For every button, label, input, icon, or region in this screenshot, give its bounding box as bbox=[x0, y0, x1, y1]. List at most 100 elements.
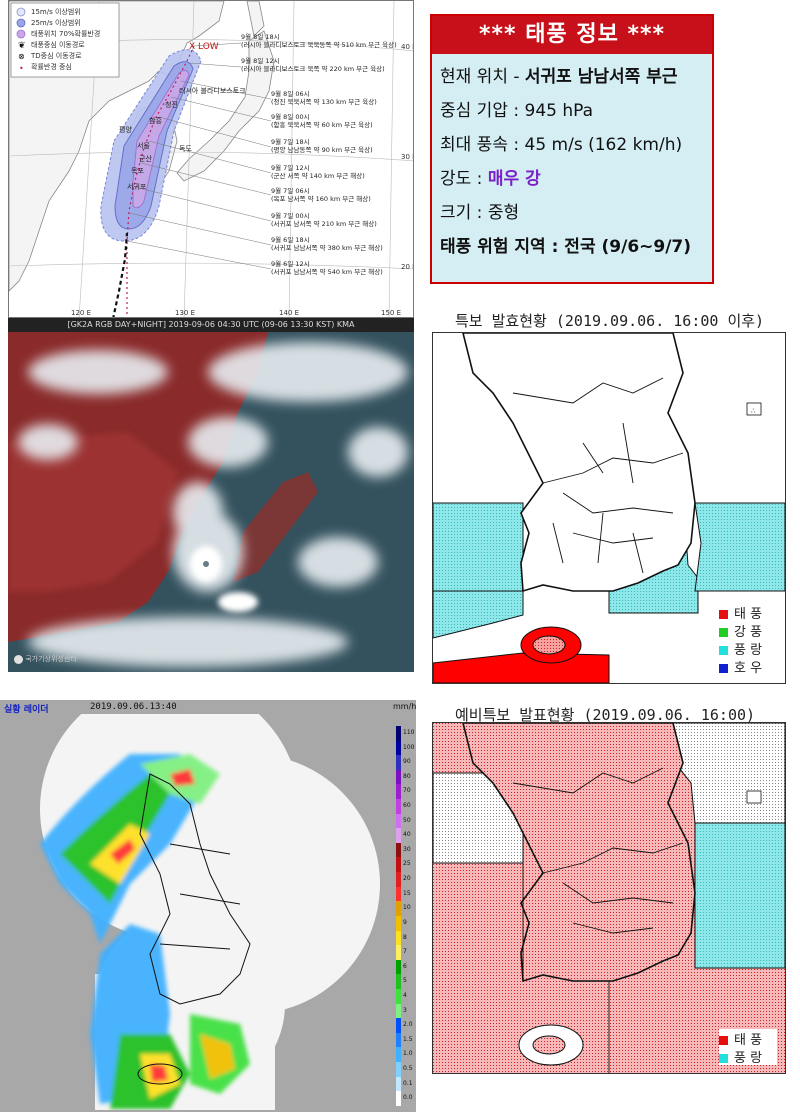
city-label-cheongjin: 청진 bbox=[165, 100, 178, 109]
svg-text:9월 7일 18시: 9월 7일 18시 bbox=[271, 137, 310, 146]
radar-scale-row: 1.5 bbox=[396, 1032, 416, 1048]
radar-scale-label: 2.0 bbox=[403, 1021, 413, 1029]
legend-prob-center: 확률반경 중심 bbox=[31, 62, 72, 71]
radar-svg bbox=[40, 714, 380, 1110]
radar-scale-swatch bbox=[396, 915, 401, 931]
radar-scale-row: 25 bbox=[396, 857, 416, 873]
radar-scale-label: 8 bbox=[403, 933, 407, 941]
radar-scale-label: 5 bbox=[403, 977, 407, 985]
radar-scale-swatch bbox=[396, 813, 401, 829]
warning-legend-strong-wind: 강 풍 bbox=[719, 621, 777, 640]
pre-warning-legend: 태 풍 풍 랑 bbox=[719, 1029, 777, 1066]
radar-scale-swatch bbox=[396, 886, 401, 902]
track-point-9-label: 9월 6일 12시 bbox=[271, 259, 310, 268]
radar-scale-label: 50 bbox=[403, 816, 411, 824]
svg-text:9월 8일 06시: 9월 8일 06시 bbox=[271, 89, 310, 98]
warning-map: ∴ 태 풍 강 풍 풍 랑 호 우 bbox=[432, 332, 786, 684]
radar-scale-row: 60 bbox=[396, 799, 416, 814]
radar-scale-swatch bbox=[396, 842, 401, 858]
radar-scale-swatch bbox=[396, 1076, 401, 1092]
radar-scale-swatch bbox=[396, 1018, 401, 1033]
radar-scale-row: 70 bbox=[396, 784, 416, 800]
radar-scale-swatch bbox=[396, 1047, 401, 1063]
radar-scale-label: 6 bbox=[403, 962, 407, 970]
track-point-3-label: 9월 8일 00시 bbox=[271, 112, 310, 121]
radar-scale-row: 30 bbox=[396, 842, 416, 858]
svg-text:(함흥 북북서쪽 약 60 km 부근 육상): (함흥 북북서쪽 약 60 km 부근 육상) bbox=[271, 120, 373, 129]
radar-color-scale: 110 100 90 80 70 60 50 40 30 25 20 15 10 9 8 7 6 5 4 3 2.0 1.… bbox=[396, 726, 416, 1106]
radar-scale-label: 100 bbox=[403, 743, 415, 751]
track-point-4-desc: (평양 남남동쪽 약 90 km 부근 육상) bbox=[271, 145, 373, 154]
track-point-6-label: 9월 7일 06시 bbox=[271, 186, 310, 195]
radar-scale-label: 110 bbox=[403, 729, 415, 736]
radar-scale-row: 9 bbox=[396, 915, 416, 931]
svg-text:9월 8일 00시: 9월 8일 00시 bbox=[271, 112, 310, 121]
warning-legend-typhoon: 태 풍 bbox=[719, 603, 777, 622]
radar-scale-row: 50 bbox=[396, 813, 416, 829]
radar-scale-row: 0.0 bbox=[396, 1091, 416, 1106]
radar-scale-row: 0.1 bbox=[396, 1076, 416, 1092]
radar-scale-label: 70 bbox=[403, 787, 411, 795]
radar-scale-swatch bbox=[396, 755, 401, 770]
radar-title: 실황 레이더 bbox=[4, 705, 49, 715]
info-wind: 최대 풍속 : 45 m/s (162 km/h) bbox=[440, 135, 683, 155]
svg-text:(서귀포 남남서쪽 약 540 km 부근 해상): (서귀포 남남서쪽 약 540 km 부근 해상) bbox=[271, 267, 383, 276]
city-label-seogwipo: 서귀포 bbox=[127, 182, 147, 191]
track-point-7-label: 9월 7일 00시 bbox=[271, 211, 310, 220]
city-label-dokdo: 독도 bbox=[179, 145, 192, 153]
svg-text:9월 7일 06시: 9월 7일 06시 bbox=[271, 186, 310, 195]
radar-scale-swatch bbox=[396, 769, 401, 785]
satellite-image: [GK2A RGB DAY+NIGHT] 2019-09-06 04:30 UT… bbox=[8, 318, 414, 672]
info-title: *** 태풍 정보 *** bbox=[432, 16, 712, 54]
radar-scale-label: 15 bbox=[403, 889, 411, 897]
lon-label-120e: 120 E bbox=[71, 309, 91, 317]
city-label-vladivostok: 러시아 블라디보스토크 bbox=[179, 86, 246, 95]
radar-scale-swatch bbox=[396, 901, 401, 916]
svg-text:(군산 서쪽 약 140 km 부근 해상): (군산 서쪽 약 140 km 부근 해상) bbox=[271, 171, 365, 180]
radar-scale-swatch bbox=[396, 1091, 401, 1106]
radar-map: 실황 레이더 2019.09.06.13:40 mm/h 110 100 bbox=[0, 700, 416, 1112]
svg-text:∴: ∴ bbox=[751, 407, 756, 415]
track-point-4-label: 9월 7일 18시 bbox=[271, 137, 310, 146]
warning-map-title: 특보 발효현황 (2019.09.06. 16:00 이후) bbox=[455, 312, 765, 330]
radar-scale-row: 20 bbox=[396, 872, 416, 887]
pre-warning-legend-typhoon: 태 풍 bbox=[719, 1029, 777, 1048]
radar-scale-label: 10 bbox=[403, 904, 411, 912]
radar-scale-row: 40 bbox=[396, 828, 416, 843]
radar-scale-label: 1.5 bbox=[403, 1035, 413, 1043]
radar-scale-label: 3 bbox=[403, 1006, 407, 1014]
city-label-pyongyang: 평양 bbox=[119, 125, 132, 134]
svg-text:(청진 북북서쪽 약 130 km 부근 육상): (청진 북북서쪽 약 130 km 부근 육상) bbox=[271, 97, 377, 106]
info-intensity: 강도 : 매우 강 bbox=[440, 169, 541, 189]
radar-scale-label: 4 bbox=[403, 991, 407, 999]
warning-legend-heavy-rain: 호 우 bbox=[719, 657, 777, 676]
radar-scale-row: 5 bbox=[396, 974, 416, 989]
city-label-mokpo: 목포 bbox=[131, 167, 144, 175]
radar-scale-row: 4 bbox=[396, 988, 416, 1004]
radar-scale-label: 9 bbox=[403, 918, 407, 926]
city-label-hamheung: 함흥 bbox=[149, 116, 162, 125]
radar-scale-swatch bbox=[396, 930, 401, 946]
track-point-1-label: 9월 8일 12시 bbox=[241, 56, 280, 65]
radar-scale-label: 25 bbox=[403, 860, 411, 868]
track-point-5-label: 9월 7일 12시 bbox=[271, 163, 310, 172]
radar-scale-label: 0.5 bbox=[403, 1065, 413, 1073]
radar-scale-row: 1.0 bbox=[396, 1047, 416, 1063]
satellite-logo-text: 국가기상위성센터 bbox=[25, 655, 77, 663]
radar-scale-swatch bbox=[396, 872, 401, 887]
radar-scale-row: 90 bbox=[396, 755, 416, 770]
radar-scale-swatch bbox=[396, 740, 401, 756]
radar-scale-swatch bbox=[396, 1032, 401, 1048]
radar-scale-row: 6 bbox=[396, 959, 416, 975]
track-point-5-desc: (군산 서쪽 약 140 km 부근 해상) bbox=[271, 171, 365, 180]
radar-scale-row: 8 bbox=[396, 930, 416, 946]
track-point-9-desc: (서귀포 남남서쪽 약 540 km 부근 해상) bbox=[271, 267, 383, 276]
kma-logo-icon bbox=[14, 654, 23, 664]
radar-scale-swatch bbox=[396, 1062, 401, 1077]
svg-text:9월 8일 12시: 9월 8일 12시 bbox=[241, 56, 280, 65]
radar-scale-label: 90 bbox=[403, 758, 411, 766]
info-danger-zone: 태풍 위험 지역 : 전국 (9/6~9/7) bbox=[440, 237, 692, 257]
radar-scale-row: 0.5 bbox=[396, 1062, 416, 1077]
city-label-seoul: 서울 bbox=[137, 141, 150, 150]
legend-td-track: TD중심 이동경로 bbox=[30, 51, 82, 60]
